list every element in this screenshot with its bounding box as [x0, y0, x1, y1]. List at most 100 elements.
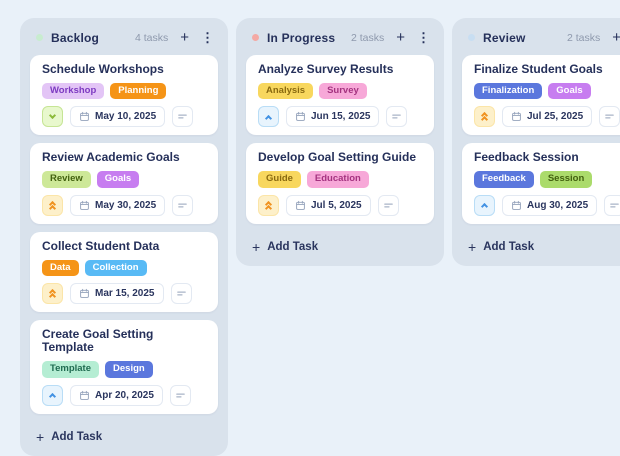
add-task-button[interactable]: + Add Task [246, 232, 434, 258]
calendar-icon [512, 112, 521, 122]
chevron-icon [48, 293, 57, 301]
column-task-count: 4 tasks [134, 31, 169, 44]
due-date-chip[interactable]: Mar 15, 2025 [70, 283, 164, 305]
card-meta: Jul 5, 2025 [258, 194, 422, 216]
task-card[interactable]: Feedback Session Feedback Session Aug 30… [462, 143, 620, 224]
notes-button[interactable] [172, 194, 194, 216]
priority-button[interactable] [258, 106, 279, 128]
priority-button[interactable] [42, 384, 63, 406]
due-date: Jul 5, 2025 [311, 199, 362, 211]
calendar-icon [80, 289, 89, 299]
due-date: Apr 20, 2025 [95, 389, 154, 401]
task-card[interactable]: Analyze Survey Results Analysis Survey J… [246, 55, 434, 136]
notes-icon [392, 114, 402, 119]
chevron-icon [480, 116, 489, 124]
card-meta: May 30, 2025 [42, 194, 206, 216]
due-date-chip[interactable]: May 30, 2025 [70, 194, 166, 216]
column-header: Review 2 tasks + ⋮ [462, 28, 620, 55]
card-meta: Mar 15, 2025 [42, 283, 206, 305]
tag: Feedback [474, 171, 534, 188]
task-title: Review Academic Goals [42, 150, 180, 165]
calendar-icon [80, 200, 89, 210]
add-task-button[interactable]: + Add Task [30, 422, 218, 448]
tag-list: Finalization Goals [474, 83, 620, 100]
tag: Analysis [258, 83, 314, 100]
tag: Finalization [474, 83, 543, 100]
notes-button[interactable] [172, 106, 194, 128]
card-meta: Apr 20, 2025 [42, 384, 206, 406]
plus-icon: + [468, 238, 477, 255]
due-date: Mar 15, 2025 [95, 288, 155, 300]
notes-icon [178, 203, 187, 208]
tag: Design [105, 361, 153, 378]
notes-icon [605, 114, 614, 119]
column-in-progress: In Progress 2 tasks + ⋮ Analyze Survey R… [236, 18, 444, 266]
tag: Data [42, 259, 79, 277]
column-task-count: 2 tasks [350, 31, 385, 44]
column-task-count: 2 tasks [566, 31, 601, 44]
column-backlog: Backlog 4 tasks + ⋮ Schedule Workshops W… [20, 18, 228, 456]
due-date: May 10, 2025 [95, 111, 157, 123]
add-task-button[interactable]: + Add Task [462, 232, 620, 258]
task-title: Create Goal Setting Template [42, 327, 154, 355]
priority-button[interactable] [258, 194, 279, 216]
task-title: Schedule Workshops [42, 62, 164, 76]
chevron-icon [48, 393, 57, 401]
task-card[interactable]: Collect Student Data Data Collection Mar… [30, 231, 218, 313]
priority-button[interactable] [474, 106, 495, 128]
tag: Collection [84, 259, 147, 277]
due-date-chip[interactable]: May 10, 2025 [70, 106, 166, 128]
column-menu-icon[interactable]: ⋮ [417, 30, 430, 45]
due-date: Aug 30, 2025 [527, 199, 589, 211]
tag: Review [42, 171, 91, 188]
calendar-icon [512, 200, 521, 210]
task-card[interactable]: Create Goal Setting Template Template De… [30, 320, 218, 414]
plus-icon: + [252, 238, 261, 255]
column-title: Review [483, 30, 526, 45]
due-date-chip[interactable]: Jul 5, 2025 [286, 194, 371, 216]
task-card[interactable]: Schedule Workshops Workshop Planning May… [30, 55, 218, 136]
calendar-icon [80, 390, 89, 400]
priority-button[interactable] [474, 194, 495, 216]
task-title: Collect Student Data [42, 238, 160, 253]
priority-button[interactable] [42, 283, 63, 305]
plus-icon: + [36, 428, 45, 445]
column-menu-icon[interactable]: ⋮ [201, 30, 214, 45]
priority-button[interactable] [42, 194, 63, 216]
column-color-dot [468, 34, 475, 41]
notes-button[interactable] [386, 106, 408, 128]
chevron-icon [264, 204, 273, 212]
due-date-chip[interactable]: Aug 30, 2025 [502, 194, 598, 216]
tag: Education [306, 171, 369, 188]
priority-button[interactable] [42, 106, 63, 128]
tag-list: Data Collection [42, 259, 206, 277]
tag-list: Template Design [42, 361, 206, 378]
add-card-icon[interactable]: + [612, 29, 620, 46]
column-title: In Progress [267, 30, 336, 45]
notes-button[interactable] [377, 194, 399, 216]
notes-button[interactable] [599, 106, 620, 128]
task-card[interactable]: Finalize Student Goals Finalization Goal… [462, 55, 620, 136]
notes-icon [176, 291, 186, 296]
add-task-label: Add Task [51, 430, 103, 443]
due-date: May 30, 2025 [95, 199, 157, 211]
notes-button[interactable] [169, 384, 191, 406]
add-card-icon[interactable]: + [396, 29, 405, 46]
calendar-icon [296, 112, 305, 122]
task-title: Analyze Survey Results [258, 62, 394, 76]
task-title: Feedback Session [474, 150, 579, 165]
task-card[interactable]: Review Academic Goals Review Goals May 3… [30, 143, 218, 224]
due-date: Jun 15, 2025 [311, 111, 371, 123]
tag: Workshop [42, 83, 105, 100]
add-card-icon[interactable]: + [180, 29, 189, 46]
notes-icon [383, 203, 393, 208]
task-card[interactable]: Develop Goal Setting Guide Guide Educati… [246, 143, 434, 224]
due-date-chip[interactable]: Jun 15, 2025 [286, 106, 380, 128]
due-date-chip[interactable]: Apr 20, 2025 [70, 384, 163, 406]
chevron-icon [48, 204, 57, 212]
notes-button[interactable] [170, 283, 192, 305]
tag: Survey [319, 83, 367, 100]
due-date-chip[interactable]: Jul 25, 2025 [502, 106, 593, 128]
notes-button[interactable] [604, 194, 620, 216]
